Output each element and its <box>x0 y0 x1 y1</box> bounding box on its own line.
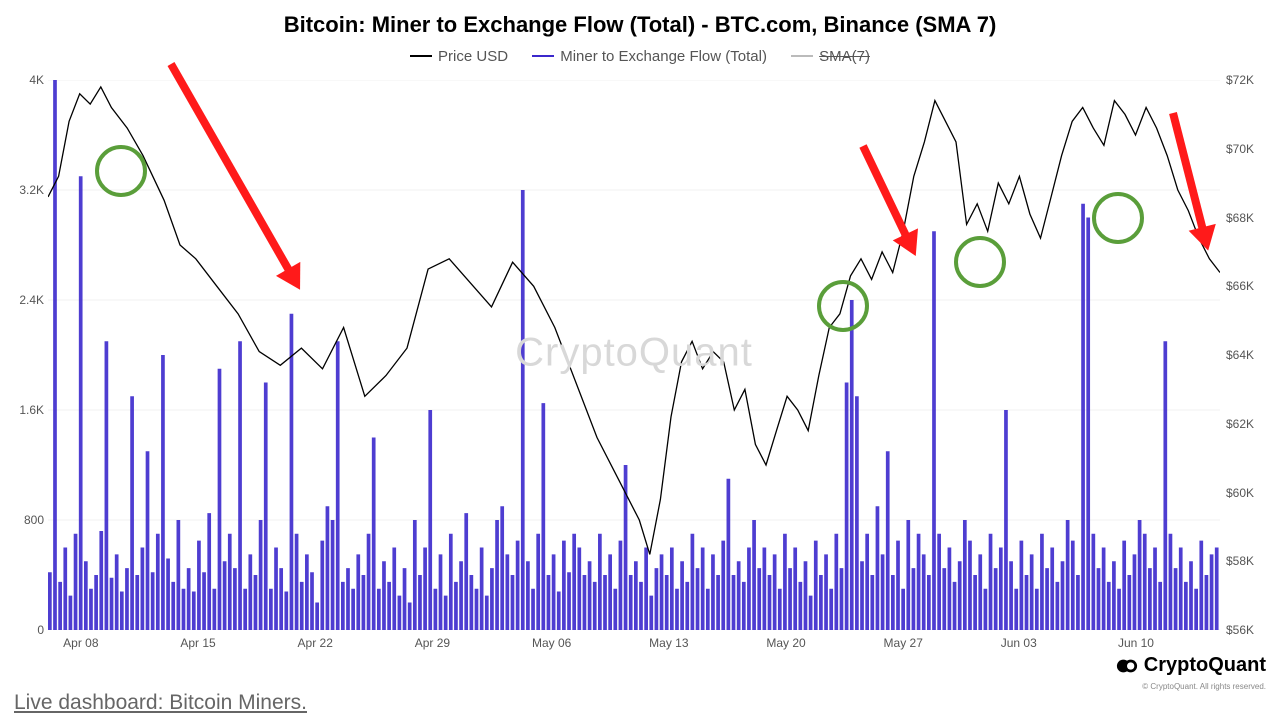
x-tick-label: May 06 <box>532 636 571 650</box>
brand-copyright: © CryptoQuant. All rights reserved. <box>1142 682 1266 691</box>
y-right-tick-label: $70K <box>1226 142 1254 156</box>
y-right-tick-label: $58K <box>1226 554 1254 568</box>
y-right-tick-label: $72K <box>1226 73 1254 87</box>
x-tick-label: Apr 15 <box>180 636 215 650</box>
y-right-tick-label: $60K <box>1226 486 1254 500</box>
live-dashboard-link[interactable]: Live dashboard: Bitcoin Miners. <box>14 691 307 715</box>
legend-item-sma: SMA(7) <box>791 48 870 65</box>
x-tick-label: Apr 08 <box>63 636 98 650</box>
legend-item-price: Price USD <box>410 48 508 65</box>
legend-swatch-sma <box>791 55 813 57</box>
y-left-tick-label: 2.4K <box>8 293 44 307</box>
brand-name: CryptoQuant <box>1144 654 1266 677</box>
chart-plot-area: CryptoQuant 08001.6K2.4K3.2K4K $56K$58K$… <box>48 80 1220 630</box>
x-tick-label: May 13 <box>649 636 688 650</box>
x-tick-label: Jun 03 <box>1001 636 1037 650</box>
legend-label-price: Price USD <box>438 48 508 65</box>
y-left-tick-label: 1.6K <box>8 403 44 417</box>
legend-item-flow: Miner to Exchange Flow (Total) <box>532 48 767 65</box>
y-right-tick-label: $62K <box>1226 417 1254 431</box>
y-left-tick-label: 3.2K <box>8 183 44 197</box>
brand-icon <box>1116 655 1138 677</box>
x-tick-label: Jun 10 <box>1118 636 1154 650</box>
x-tick-label: May 20 <box>766 636 805 650</box>
y-left-tick-label: 800 <box>8 513 44 527</box>
y-left-tick-label: 0 <box>8 623 44 637</box>
chart-title: Bitcoin: Miner to Exchange Flow (Total) … <box>0 0 1280 38</box>
chart-svg <box>48 80 1220 630</box>
y-right-tick-label: $64K <box>1226 348 1254 362</box>
y-left-tick-label: 4K <box>8 73 44 87</box>
x-tick-label: May 27 <box>884 636 923 650</box>
x-tick-label: Apr 22 <box>298 636 333 650</box>
x-tick-label: Apr 29 <box>415 636 450 650</box>
y-right-tick-label: $66K <box>1226 279 1254 293</box>
brand-logo: CryptoQuant <box>1116 654 1266 677</box>
legend-label-flow: Miner to Exchange Flow (Total) <box>560 48 767 65</box>
chart-legend: Price USD Miner to Exchange Flow (Total)… <box>0 44 1280 65</box>
y-right-tick-label: $56K <box>1226 623 1254 637</box>
legend-label-sma: SMA(7) <box>819 48 870 65</box>
y-right-tick-label: $68K <box>1226 211 1254 225</box>
legend-swatch-price <box>410 55 432 57</box>
legend-swatch-flow <box>532 55 554 57</box>
